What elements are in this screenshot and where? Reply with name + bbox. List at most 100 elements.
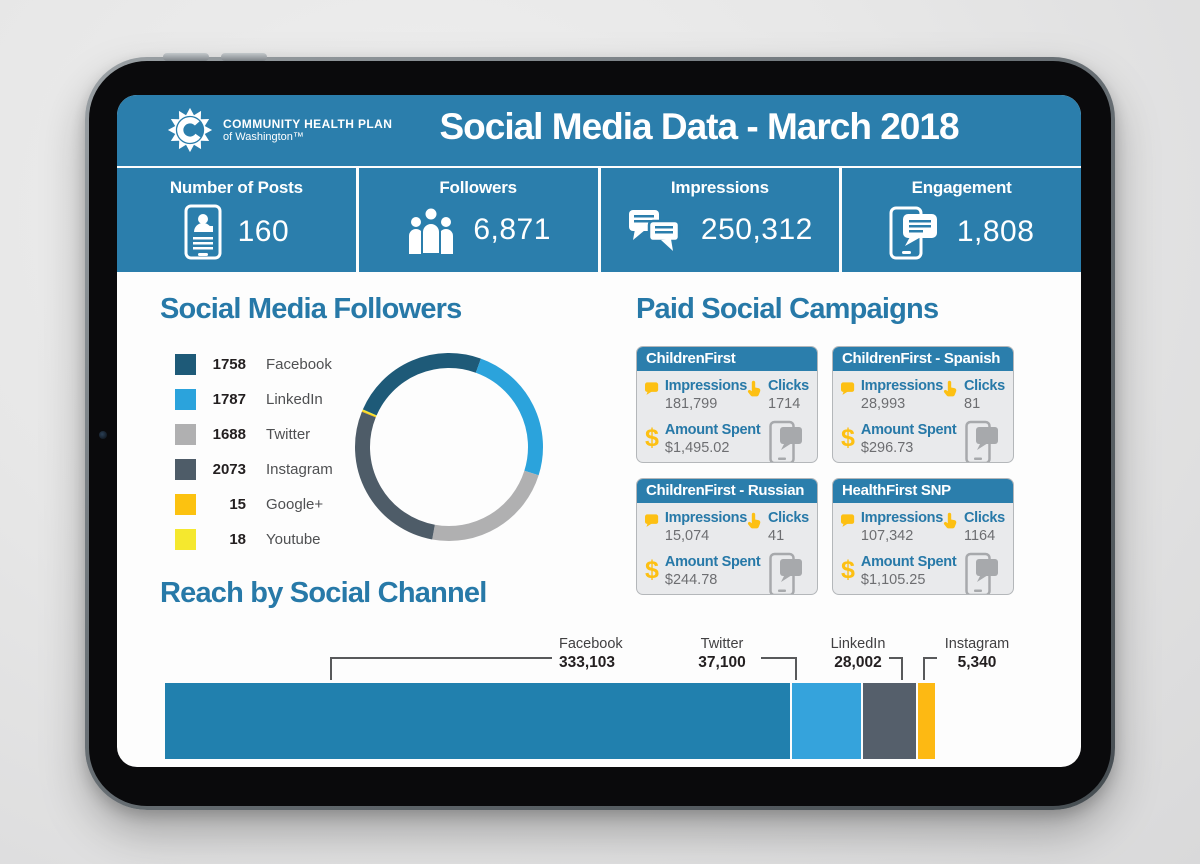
clicks-value: 1714: [768, 396, 801, 412]
legend-value: 1758: [212, 356, 246, 373]
clicks-hand-icon: [747, 512, 761, 529]
phone-chat-icon: [769, 552, 802, 594]
tablet-device: COMMUNITY HEALTH PLAN of Washington™ Soc…: [85, 53, 1115, 810]
clicks-value: 1164: [964, 528, 996, 544]
card-title: ChildrenFirst - Russian: [637, 479, 817, 503]
bar-segment-linkedin: [863, 683, 916, 759]
impressions-value: 15,074: [664, 528, 710, 544]
bar-segment-twitter: [791, 683, 862, 759]
followers-legend: 1758 Facebook 1787 LinkedIn 1688 Twitter…: [175, 347, 333, 557]
legend-value: 1688: [212, 426, 246, 443]
reach-value: 333,103: [559, 654, 616, 671]
reach-value: 37,100: [698, 654, 746, 671]
facebook-bracket-tick: [330, 657, 332, 680]
phone-chat-icon: [769, 420, 802, 462]
card-title: ChildrenFirst: [637, 347, 817, 371]
clicks-label: Clicks: [964, 510, 1005, 526]
legend-swatch: [175, 424, 196, 445]
logo-name: COMMUNITY HEALTH PLAN: [223, 117, 393, 131]
impressions-bubble-icon: [841, 514, 855, 527]
tablet-camera: [99, 431, 107, 439]
donut-segment-linkedin: [475, 358, 543, 476]
campaign-card-childrenfirst-spanish: ChildrenFirst - Spanish Impressions 28,9…: [832, 346, 1014, 463]
stat-label: Followers: [439, 178, 517, 197]
impressions-label: Impressions: [860, 510, 943, 526]
twitter-reach-label: Twitter 37,100: [687, 636, 757, 672]
impressions-value: 107,342: [860, 528, 914, 544]
dollar-icon: $: [841, 556, 855, 584]
legend-item-twitter: 1688 Twitter: [175, 417, 333, 452]
facebook-bracket-line: [330, 657, 552, 659]
legend-item-googleplus: 15 Google+: [175, 487, 333, 522]
dollar-icon: $: [645, 556, 659, 584]
impressions-bubble-icon: [645, 382, 659, 395]
stat-label: Impressions: [670, 178, 769, 197]
campaign-cards: ChildrenFirst Impressions 181,799: [636, 346, 1014, 595]
legend-swatch: [175, 354, 196, 375]
clicks-hand-icon: [943, 512, 957, 529]
impressions-label: Impressions: [860, 378, 943, 394]
clicks-label: Clicks: [768, 378, 809, 394]
legend-value: 18: [229, 531, 246, 548]
card-title: HealthFirst SNP: [833, 479, 1013, 503]
amount-spent-label: Amount Spent: [860, 422, 957, 438]
legend-item-facebook: 1758 Facebook: [175, 347, 333, 382]
clicks-value: 81: [964, 396, 981, 412]
dollar-icon: $: [645, 424, 659, 452]
phone-chat-icon: [965, 420, 998, 462]
campaigns-section-title: Paid Social Campaigns: [636, 293, 939, 325]
donut-segment-instagram: [355, 411, 436, 540]
reach-category: Instagram: [944, 636, 1010, 652]
stat-value: 250,312: [700, 213, 813, 246]
facebook-reach-label: Facebook 333,103: [559, 636, 623, 672]
reach-value: 28,002: [834, 654, 882, 671]
stat-value: 1,808: [956, 215, 1035, 248]
campaign-card-childrenfirst-russian: ChildrenFirst - Russian Impressions 15,0…: [636, 478, 818, 595]
stat-value: 160: [237, 215, 290, 248]
campaign-card-healthfirst-snp: HealthFirst SNP Impressions 107,342: [832, 478, 1014, 595]
amount-spent-label: Amount Spent: [664, 554, 761, 570]
bar-segment-facebook: [165, 683, 790, 759]
legend-label: Twitter: [266, 426, 311, 443]
legend-value: 1787: [212, 391, 246, 408]
reach-value: 5,340: [957, 654, 997, 671]
donut-segment-youtube: [362, 409, 377, 417]
twitter-bracket-line: [761, 657, 797, 659]
stat-followers: Followers 6,871: [358, 168, 598, 272]
legend-swatch: [175, 529, 196, 550]
amount-spent-value: $296.73: [860, 440, 914, 456]
posts-icon: [184, 204, 222, 260]
linkedin-bracket-line: [889, 657, 903, 659]
legend-label: Facebook: [266, 356, 332, 373]
amount-spent-value: $244.78: [664, 572, 718, 588]
donut-segment-twitter: [432, 470, 539, 541]
clicks-label: Clicks: [964, 378, 1005, 394]
reach-category: Facebook: [559, 636, 623, 652]
reach-section-title: Reach by Social Channel: [160, 577, 487, 609]
instagram-bracket-tick: [923, 657, 925, 680]
amount-spent-value: $1,495.02: [664, 440, 730, 456]
linkedin-reach-label: LinkedIn 28,002: [823, 636, 893, 672]
phone-chat-icon: [965, 552, 998, 594]
stat-number-of-posts: Number of Posts 160: [117, 168, 356, 272]
clicks-label: Clicks: [768, 510, 809, 526]
stat-impressions: Impressions: [600, 168, 840, 272]
stat-label: Engagement: [911, 178, 1012, 197]
legend-item-instagram: 2073 Instagram: [175, 452, 333, 487]
page-title: Social Media Data - March 2018: [439, 106, 959, 147]
tablet-bezel: COMMUNITY HEALTH PLAN of Washington™ Soc…: [89, 61, 1111, 806]
legend-item-linkedin: 1787 LinkedIn: [175, 382, 333, 417]
reach-category: Twitter: [700, 636, 744, 652]
impressions-value: 181,799: [664, 396, 718, 412]
stat-label: Number of Posts: [169, 178, 303, 197]
legend-label: LinkedIn: [266, 391, 323, 408]
clicks-hand-icon: [943, 380, 957, 397]
impressions-icon: [628, 210, 681, 251]
followers-section-title: Social Media Followers: [160, 293, 462, 325]
engagement-icon: [889, 206, 937, 260]
legend-swatch: [175, 459, 196, 480]
legend-label: Youtube: [266, 531, 321, 548]
sunburst-logo-icon: [167, 107, 213, 153]
impressions-label: Impressions: [664, 378, 747, 394]
reach-category: LinkedIn: [830, 636, 886, 652]
